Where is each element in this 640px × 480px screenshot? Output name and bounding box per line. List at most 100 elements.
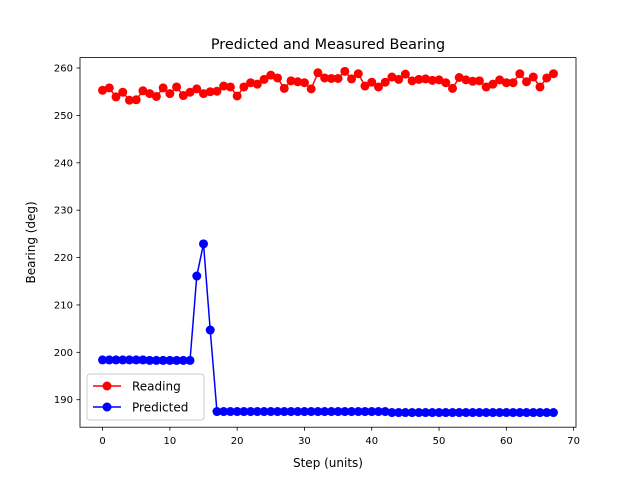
data-point-reading [151,91,161,101]
legend-label-reading: Reading [132,380,181,394]
data-point-reading [131,95,141,105]
legend-marker-predicted [102,402,112,412]
data-point-reading [205,87,215,97]
data-point-reading [340,66,350,76]
data-point-predicted [172,355,182,365]
data-point-predicted [293,407,303,417]
plot-area [98,66,558,418]
data-point-predicted [259,407,269,417]
data-point-reading [172,82,182,92]
data-point-reading [266,70,276,80]
data-point-reading [468,76,478,86]
data-point-predicted [232,407,242,417]
data-point-reading [239,82,249,92]
y-axis-ticks: 190 200 210 220 230 240 250 260 [54,64,80,406]
data-point-reading [461,75,471,85]
data-point-reading [138,86,148,96]
data-point-predicted [225,407,235,417]
data-point-reading [313,68,323,78]
data-point-predicted [111,355,121,365]
chart-title: Predicted and Measured Bearing [211,37,445,53]
data-point-reading [427,75,437,85]
legend-marker-reading [102,381,112,391]
data-point-reading [225,82,235,92]
x-tick-label: 70 [567,436,580,447]
data-point-predicted [495,408,505,418]
data-point-predicted [387,408,397,418]
data-point-reading [548,69,558,79]
data-point-reading [400,69,410,79]
data-point-predicted [252,407,262,417]
data-point-predicted [212,407,222,417]
data-point-predicted [488,408,498,418]
x-tick-label: 40 [365,436,378,447]
data-point-reading [495,75,505,85]
data-point-predicted [266,407,276,417]
y-tick-label: 220 [54,253,73,264]
data-point-reading [414,74,424,84]
data-point-predicted [239,407,249,417]
data-point-predicted [434,408,444,418]
data-point-predicted [535,408,545,418]
x-tick-label: 30 [298,436,311,447]
data-point-predicted [367,407,377,417]
y-tick-label: 210 [54,300,73,311]
data-point-predicted [131,355,141,365]
data-point-reading [488,79,498,89]
legend: Reading Predicted [86,373,205,421]
data-point-reading [347,74,357,84]
data-point-predicted [98,355,108,365]
x-axis-ticks: 0 10 20 30 40 50 60 70 [99,427,580,447]
data-point-predicted [522,408,532,418]
data-point-reading [212,86,222,96]
data-point-reading [273,73,283,83]
data-point-predicted [454,408,464,418]
data-point-predicted [219,407,229,417]
data-point-predicted [380,407,390,417]
data-point-reading [481,82,491,92]
data-point-predicted [286,407,296,417]
data-point-predicted [151,355,161,365]
data-point-predicted [145,355,155,365]
data-point-predicted [138,355,148,365]
data-point-predicted [313,407,323,417]
data-point-predicted [481,408,491,418]
data-point-reading [373,82,383,92]
data-point-predicted [461,408,471,418]
data-point-predicted [124,355,134,365]
data-point-reading [124,95,134,105]
data-point-reading [407,76,417,86]
data-point-reading [178,91,188,101]
data-point-predicted [104,355,114,365]
data-point-reading [279,83,289,93]
data-point-reading [501,78,511,88]
y-axis-label: Bearing (deg) [24,201,38,283]
x-tick-label: 20 [231,436,244,447]
data-point-predicted [333,407,343,417]
y-tick-label: 260 [54,64,73,75]
data-point-reading [380,77,390,87]
data-point-predicted [528,408,538,418]
data-point-predicted [205,325,215,335]
data-point-predicted [306,407,316,417]
data-point-predicted [542,408,552,418]
data-point-reading [293,77,303,87]
data-point-reading [165,89,175,99]
data-point-predicted [192,271,202,281]
data-point-reading [542,73,552,83]
data-point-reading [522,77,532,87]
y-tick-label: 250 [54,111,73,122]
data-point-reading [299,78,309,88]
y-tick-label: 240 [54,158,73,169]
data-point-reading [286,76,296,86]
data-point-predicted [474,408,484,418]
data-point-predicted [501,408,511,418]
data-point-predicted [326,407,336,417]
data-point-reading [434,75,444,85]
data-point-predicted [273,407,283,417]
data-point-predicted [421,408,431,418]
data-point-reading [104,83,114,93]
data-point-reading [515,69,525,79]
data-point-predicted [340,407,350,417]
data-point-predicted [320,407,330,417]
